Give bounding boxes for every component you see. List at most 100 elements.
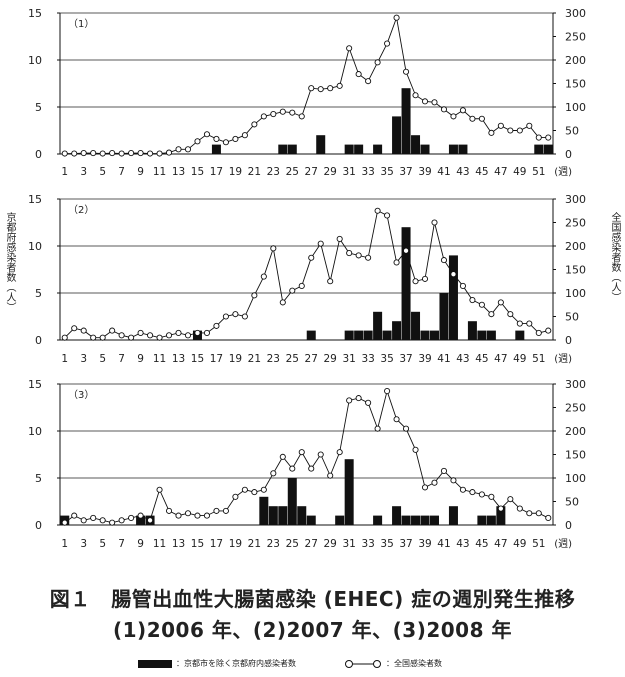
line-point <box>402 425 410 432</box>
bar <box>429 330 439 340</box>
right-tick-label: 150 <box>565 264 586 277</box>
x-tick-label: 15 <box>191 166 204 178</box>
legend-bar-label: ：京都市を除く京都府内感染者数 <box>176 659 296 668</box>
bar <box>420 330 430 340</box>
bar <box>401 88 411 154</box>
line-point <box>61 150 68 157</box>
x-tick-label: 15 <box>191 538 204 550</box>
x-tick-label: 45 <box>475 166 488 178</box>
x-tick-label: 27 <box>305 538 318 550</box>
line-point <box>71 150 78 157</box>
line-point <box>393 416 400 423</box>
line-point <box>251 489 258 496</box>
left-tick-label: 10 <box>28 240 42 253</box>
line-point <box>80 327 87 334</box>
bar <box>543 144 553 154</box>
bar <box>467 321 477 340</box>
line-point <box>469 296 476 304</box>
x-tick-label: 47 <box>494 353 507 365</box>
bar <box>477 330 487 340</box>
line-point <box>516 320 523 327</box>
bar <box>392 321 402 340</box>
x-tick-label: 35 <box>380 353 393 365</box>
bar <box>259 496 269 525</box>
line-series <box>64 210 549 339</box>
left-tick-label: 15 <box>28 7 42 20</box>
line-point <box>90 334 97 341</box>
line-point <box>156 334 163 341</box>
bar <box>373 144 383 154</box>
line-point <box>298 282 305 290</box>
line-point <box>440 106 448 113</box>
x-tick-label: 37 <box>399 166 412 178</box>
bar <box>458 144 468 154</box>
line-point <box>365 399 372 406</box>
line-point <box>440 257 448 264</box>
left-tick-label: 15 <box>28 193 42 206</box>
line-point <box>241 313 248 320</box>
line-point <box>336 82 343 89</box>
x-tick-label: 31 <box>342 353 355 365</box>
bar <box>287 478 297 525</box>
right-tick-label: 300 <box>565 378 586 391</box>
line-point <box>279 299 286 306</box>
line-point <box>393 259 400 266</box>
line-point <box>459 282 466 290</box>
line-series <box>64 389 549 524</box>
bar <box>287 144 297 154</box>
x-tick-label: 19 <box>229 353 242 365</box>
x-tick-label: 51 <box>532 166 545 178</box>
x-tick-label: 27 <box>305 353 318 365</box>
x-tick-label: 25 <box>286 538 299 550</box>
line-point <box>99 517 106 524</box>
line-point <box>402 68 410 75</box>
bar <box>354 144 364 154</box>
line-point <box>80 150 87 157</box>
x-tick-label: 45 <box>475 538 488 550</box>
right-axis-title: 全国感染者数（人） <box>609 212 620 302</box>
line-point <box>289 109 296 116</box>
x-tick-label: 25 <box>286 166 299 178</box>
line-point <box>374 207 381 214</box>
line-point <box>298 113 305 120</box>
bar <box>448 255 458 340</box>
line-point <box>308 465 315 472</box>
line-point <box>203 131 211 138</box>
line-point <box>137 512 144 519</box>
bar <box>344 459 354 525</box>
panel-label: （3） <box>68 389 94 401</box>
line-point <box>526 510 533 517</box>
line-point <box>90 514 97 522</box>
x-tick-label: 41 <box>437 166 450 178</box>
line-point <box>156 150 163 157</box>
bar <box>534 144 544 154</box>
line-point <box>147 517 154 524</box>
x-tick-label: 13 <box>172 353 185 365</box>
line-point <box>80 517 87 524</box>
right-tick-label: 200 <box>565 425 586 438</box>
left-tick-label: 5 <box>35 101 42 114</box>
line-point <box>545 514 552 522</box>
x-tick-label: 5 <box>99 353 106 365</box>
line-point <box>109 327 116 334</box>
right-tick-label: 100 <box>565 287 586 300</box>
x-tick-label: 37 <box>399 353 412 365</box>
line-point <box>279 108 286 115</box>
line-point <box>459 107 466 114</box>
line-point <box>327 278 334 285</box>
x-tick-label: 5 <box>99 538 106 550</box>
x-tick-label: 33 <box>361 538 374 550</box>
line-point <box>412 446 419 453</box>
right-tick-label: 300 <box>565 7 586 20</box>
x-tick-label: 49 <box>513 538 526 550</box>
line-point <box>497 505 504 512</box>
bar <box>448 144 458 154</box>
right-tick-label: 200 <box>565 240 586 253</box>
left-tick-label: 0 <box>35 519 42 532</box>
bar <box>278 506 288 525</box>
right-tick-label: 150 <box>565 78 586 91</box>
line-point <box>156 486 163 493</box>
right-tick-label: 0 <box>565 148 572 161</box>
right-tick-label: 250 <box>565 402 586 415</box>
x-axis-unit: (週) <box>554 166 572 178</box>
